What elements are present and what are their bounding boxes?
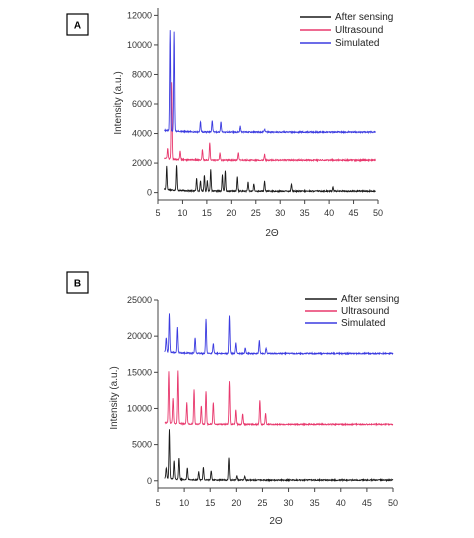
x-tick-label: 45: [349, 208, 359, 218]
x-tick-label: 35: [300, 208, 310, 218]
y-tick-label: 10000: [127, 403, 152, 413]
legend-label: Ultrasound: [335, 25, 383, 36]
y-tick-label: 6000: [132, 99, 152, 109]
panel-a: A Intensity (a.u.) 2Θ 0 2000 4000 6000 8000 1…: [66, 8, 393, 239]
panel-b: B Intensity (a.u.) 2Θ 0 5000 10000 15000 200…: [66, 271, 399, 527]
y-tick-label: 5000: [132, 440, 152, 450]
series-line-simulated: [164, 30, 376, 135]
panel-b-label-box: [66, 271, 89, 294]
panel-b-ylabel: Intensity (a.u.): [109, 366, 120, 429]
legend-label: Ultrasound: [341, 306, 389, 317]
y-tick-label: 25000: [127, 295, 152, 305]
y-tick-label: 8000: [132, 69, 152, 79]
legend-label: After sensing: [335, 12, 393, 23]
x-tick-label: 15: [205, 498, 215, 508]
y-tick-label: 0: [147, 188, 152, 198]
x-tick-label: 50: [373, 208, 383, 218]
y-tick-label: 4000: [132, 129, 152, 139]
x-tick-label: 10: [177, 208, 187, 218]
x-tick-label: 30: [275, 208, 285, 218]
legend-label: After sensing: [341, 294, 399, 305]
panel-a-ylabel: Intensity (a.u.): [113, 71, 124, 134]
x-tick-label: 40: [324, 208, 334, 218]
y-tick-label: 10000: [127, 40, 152, 50]
x-tick-label: 15: [202, 208, 212, 218]
panel-a-label: A: [74, 21, 81, 32]
series-line-ultrasound: [164, 82, 376, 163]
y-tick-label: 12000: [127, 10, 152, 20]
x-tick-label: 20: [231, 498, 241, 508]
x-tick-label: 25: [257, 498, 267, 508]
x-tick-label: 25: [251, 208, 261, 218]
x-tick-label: 20: [226, 208, 236, 218]
panel-a-xlabel: 2Θ: [265, 228, 279, 239]
panel-b-xlabel: 2Θ: [269, 516, 283, 527]
x-tick-label: 45: [362, 498, 372, 508]
legend-label: Simulated: [341, 318, 385, 329]
x-tick-label: 10: [179, 498, 189, 508]
panel-a-label-box: [66, 13, 89, 36]
x-tick-label: 50: [388, 498, 398, 508]
series-line-simulated: [164, 313, 394, 356]
y-tick-label: 15000: [127, 367, 152, 377]
y-tick-label: 20000: [127, 331, 152, 341]
x-tick-label: 30: [284, 498, 294, 508]
x-tick-label: 5: [155, 498, 160, 508]
x-tick-label: 5: [155, 208, 160, 218]
legend-label: Simulated: [335, 38, 379, 49]
series-line-after-sensing: [164, 429, 394, 483]
y-tick-label: 0: [147, 476, 152, 486]
x-tick-label: 40: [336, 498, 346, 508]
y-tick-label: 2000: [132, 158, 152, 168]
panel-b-label: B: [74, 279, 81, 290]
series-line-after-sensing: [163, 165, 376, 194]
series-line-ultrasound: [164, 370, 394, 427]
x-tick-label: 35: [310, 498, 320, 508]
